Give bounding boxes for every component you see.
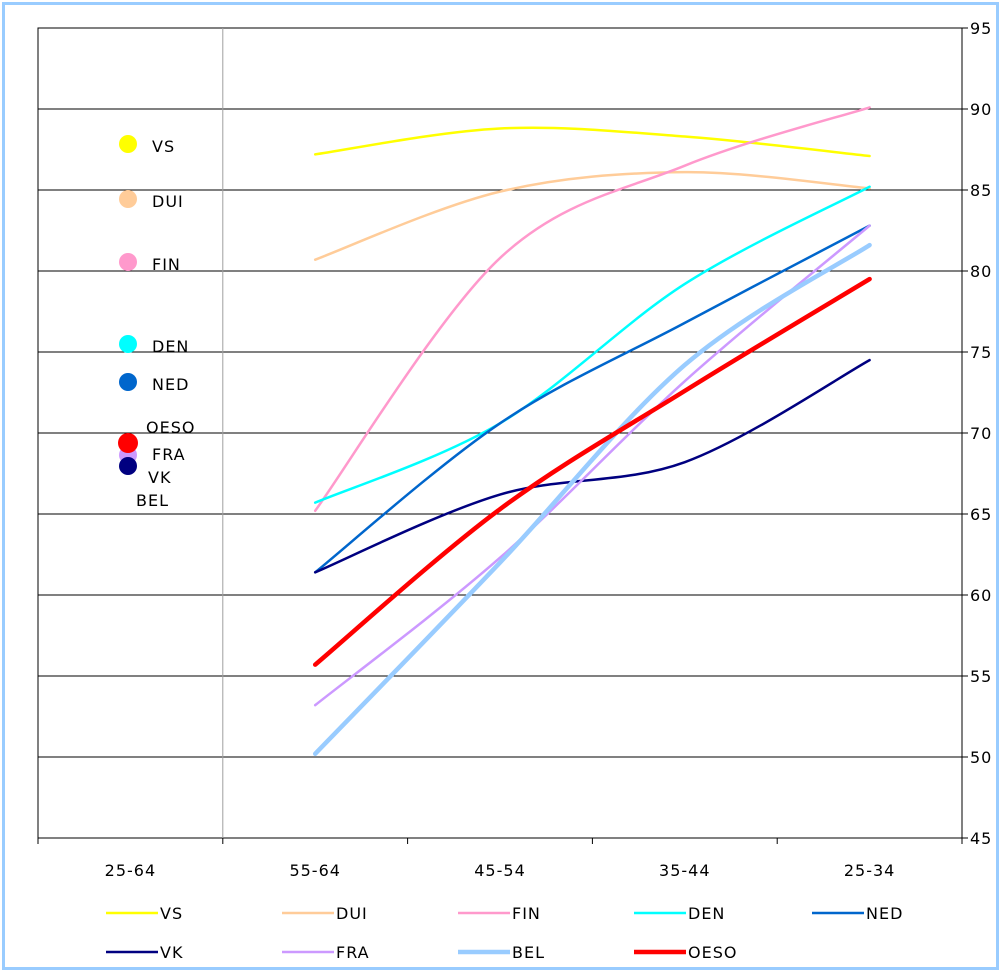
legend-label-fra: FRA bbox=[336, 943, 370, 962]
x-tick-label: 25-34 bbox=[844, 861, 896, 880]
y-tick-label: 75 bbox=[970, 343, 992, 362]
inline-label-bel: BEL bbox=[136, 491, 169, 510]
y-tick-label: 70 bbox=[970, 424, 992, 443]
series-line-bel bbox=[312, 242, 872, 757]
inline-label-dui: DUI bbox=[152, 192, 184, 211]
series-line-ned bbox=[313, 224, 871, 574]
marker-ned bbox=[119, 373, 137, 391]
marker-oeso bbox=[118, 433, 138, 453]
y-tick-label: 80 bbox=[970, 262, 992, 281]
y-tick-label: 45 bbox=[970, 829, 992, 848]
series-line-oeso bbox=[312, 276, 872, 667]
y-tick-label: 60 bbox=[970, 586, 992, 605]
marker-vs bbox=[119, 135, 137, 153]
marker-den bbox=[119, 335, 137, 353]
inline-label-fin: FIN bbox=[152, 255, 181, 274]
legend-label-vs: VS bbox=[160, 904, 183, 923]
x-tick-label: 45-54 bbox=[474, 861, 526, 880]
inline-label-den: DEN bbox=[152, 337, 189, 356]
inline-label-vs: VS bbox=[152, 137, 175, 156]
inline-label-ned: NED bbox=[152, 375, 189, 394]
y-tick-label: 95 bbox=[970, 19, 992, 38]
y-tick-label: 55 bbox=[970, 667, 992, 686]
marker-vk bbox=[119, 457, 137, 475]
inline-label-fra: FRA bbox=[152, 445, 186, 464]
marker-dui bbox=[119, 190, 137, 208]
legend-label-den: DEN bbox=[688, 904, 725, 923]
series-line-den bbox=[313, 185, 871, 504]
legend-label-ned: NED bbox=[866, 904, 903, 923]
legend-label-dui: DUI bbox=[336, 904, 368, 923]
inline-label-vk: VK bbox=[148, 468, 171, 487]
series-line-vs bbox=[313, 126, 871, 158]
y-tick-label: 50 bbox=[970, 748, 992, 767]
x-tick-label: 55-64 bbox=[289, 861, 341, 880]
legend-label-vk: VK bbox=[160, 943, 183, 962]
series-line-fin bbox=[313, 106, 871, 513]
legend-label-fin: FIN bbox=[512, 904, 541, 923]
x-tick-label: 35-44 bbox=[659, 861, 711, 880]
y-tick-label: 90 bbox=[970, 100, 992, 119]
legend-label-oeso: OESO bbox=[688, 943, 737, 962]
marker-fin bbox=[119, 253, 137, 271]
legend-label-bel: BEL bbox=[512, 943, 545, 962]
y-tick-label: 85 bbox=[970, 181, 992, 200]
x-tick-label: 25-64 bbox=[105, 861, 157, 880]
series-line-vk bbox=[313, 358, 871, 574]
series-line-dui bbox=[313, 170, 871, 261]
inline-label-oeso: OESO bbox=[146, 418, 195, 437]
y-tick-label: 65 bbox=[970, 505, 992, 524]
